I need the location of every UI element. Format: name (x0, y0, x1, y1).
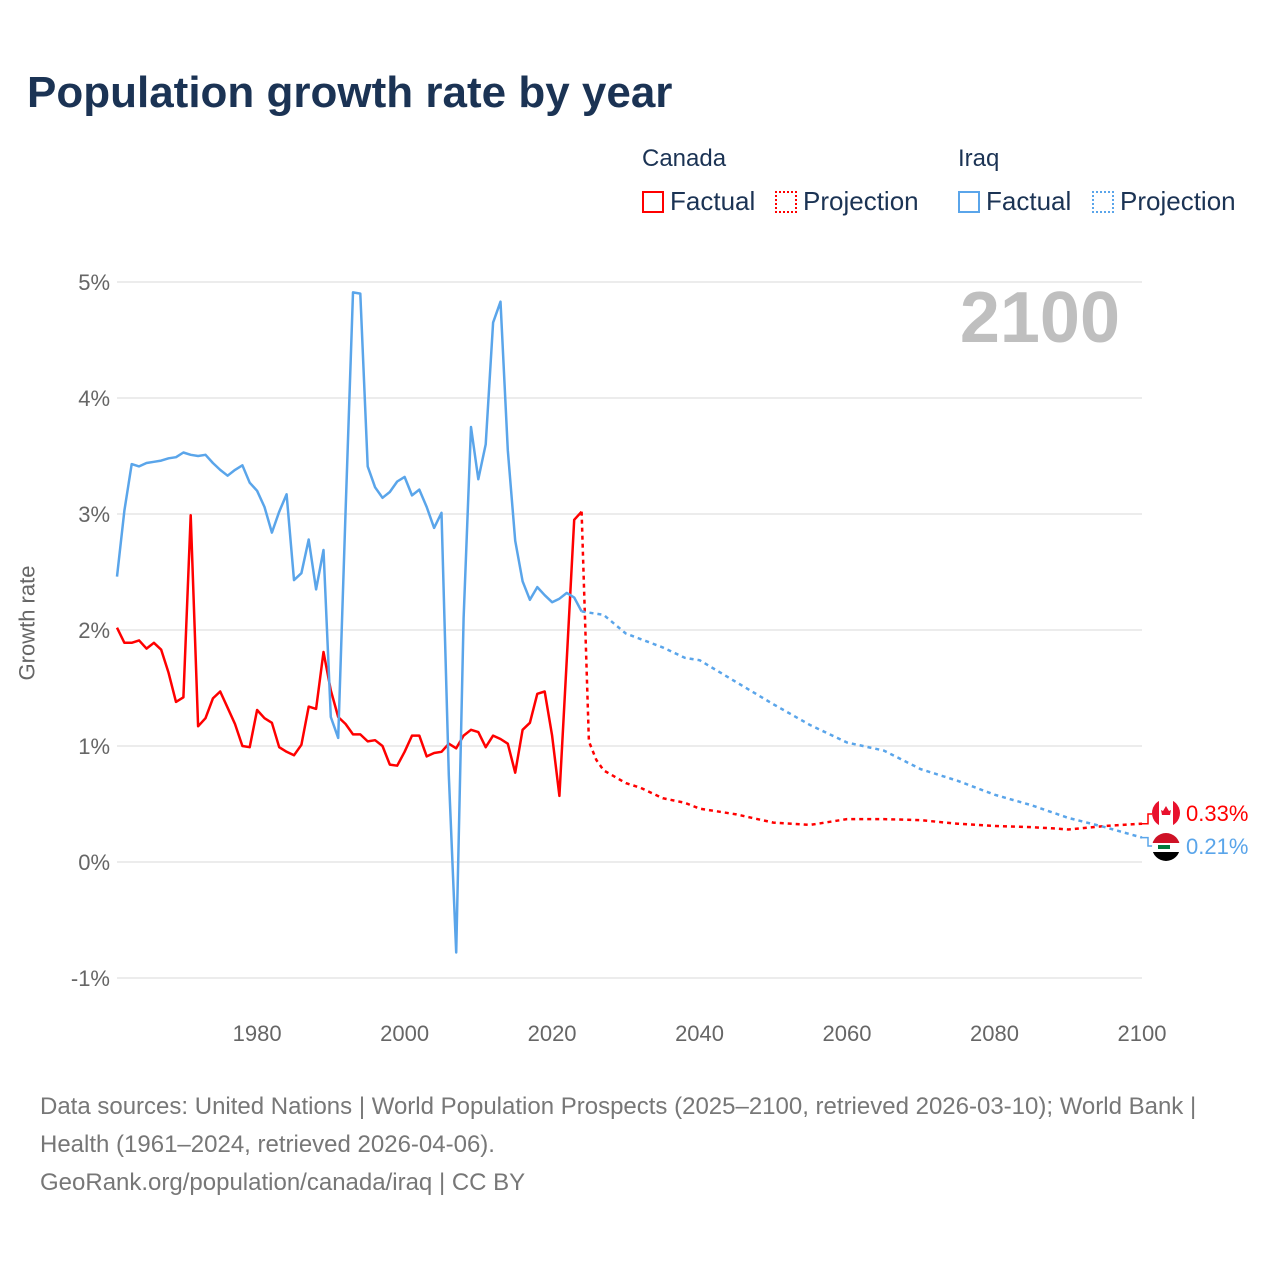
legend-iraq-projection[interactable]: Projection (1092, 186, 1236, 217)
source-note: Data sources: United Nations | World Pop… (40, 1088, 1240, 1202)
year-indicator: 2100 (960, 278, 1120, 358)
source-line: Data sources: United Nations | World Pop… (40, 1093, 1197, 1158)
canada-end-label: 0.33% (1186, 801, 1248, 826)
legend-swatch (958, 190, 980, 213)
legend-canada-factual[interactable]: Factual (642, 186, 755, 217)
legend-iraq-heading: Iraq (958, 145, 1000, 172)
x-tick-label: 2080 (970, 1021, 1019, 1046)
x-tick-label: 2060 (823, 1021, 872, 1046)
y-tick-label: 4% (78, 386, 110, 411)
iraq-flag-icon (1152, 833, 1180, 861)
legend-canada-heading: Canada (642, 145, 727, 172)
y-tick-label: -1% (71, 966, 110, 991)
iraq-end-label: 0.21% (1186, 834, 1248, 859)
legend-label: Projection (1120, 186, 1236, 216)
y-tick-label: 0% (78, 850, 110, 875)
legend-swatch (642, 190, 664, 213)
y-tick-label: 5% (78, 270, 110, 295)
iraq-factual-line (115, 291, 583, 954)
legend-label: Factual (670, 186, 756, 216)
canada-flag-icon (1152, 799, 1180, 827)
y-tick-label: 2% (78, 618, 110, 643)
x-tick-label: 2000 (380, 1021, 429, 1046)
iraq-projection-line (581, 610, 1143, 839)
legend-label: Factual (986, 186, 1072, 216)
legend-iraq-factual[interactable]: Factual (958, 186, 1071, 217)
x-tick-label: 2100 (1118, 1021, 1167, 1046)
y-tick-label: 3% (78, 502, 110, 527)
x-tick-label: 1980 (233, 1021, 282, 1046)
legend-canada-projection[interactable]: Projection (775, 186, 919, 217)
x-tick-label: 2020 (528, 1021, 577, 1046)
chart-title: Population growth rate by year (27, 68, 673, 117)
x-tick-label: 2040 (675, 1021, 724, 1046)
canada-projection-line (580, 511, 1143, 831)
legend-swatch (775, 190, 797, 213)
y-tick-label: 1% (78, 734, 110, 759)
canada-factual-line (115, 510, 583, 798)
source-link[interactable]: GeoRank.org/population/canada/iraq | CC … (40, 1169, 526, 1196)
legend-label: Projection (803, 186, 919, 216)
legend-swatch (1092, 190, 1114, 213)
